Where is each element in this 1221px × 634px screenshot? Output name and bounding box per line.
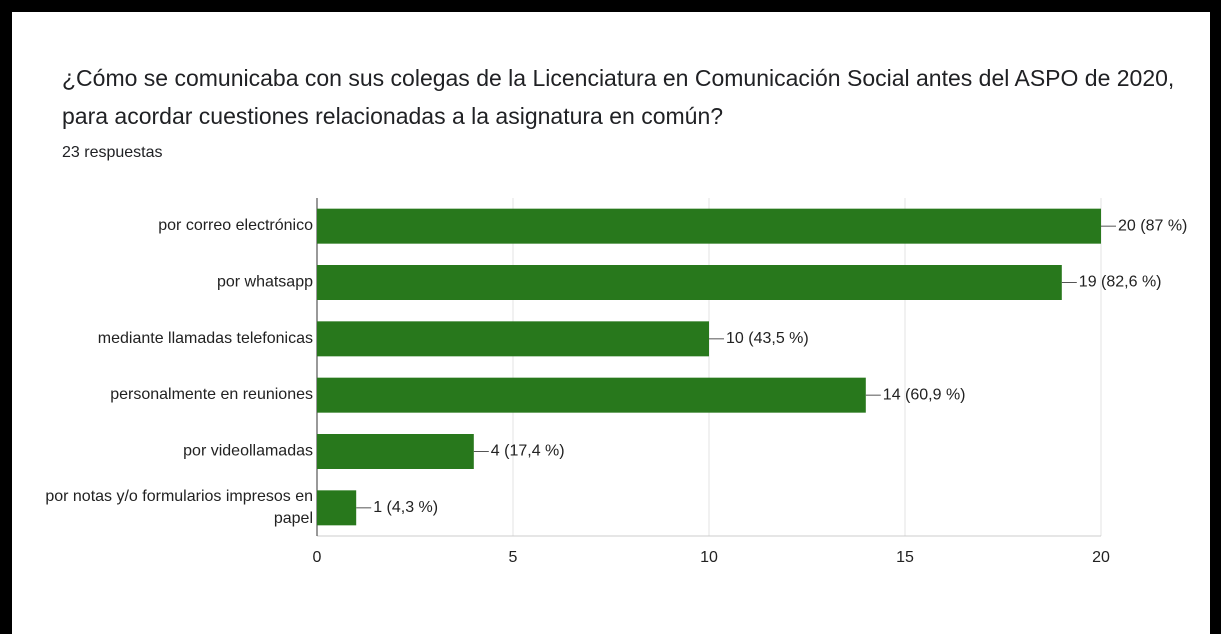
value-label: 14 (60,9 %) (883, 386, 966, 403)
bar (317, 434, 474, 469)
value-label: 1 (4,3 %) (373, 499, 438, 516)
value-label: 10 (43,5 %) (726, 330, 809, 347)
x-tick-label: 10 (700, 549, 718, 566)
y-tick-label: por correo electrónico (158, 217, 313, 234)
x-tick-label: 5 (509, 549, 518, 566)
x-tick-label: 0 (313, 549, 322, 566)
bar (317, 377, 866, 413)
bar (317, 490, 357, 526)
subtitle: 23 respuestas (62, 144, 163, 161)
bar (317, 265, 1062, 300)
y-tick-label: personalmente en reuniones (110, 386, 313, 403)
y-tick-label: por whatsapp (217, 274, 313, 291)
y-tick-label: por notas y/o formularios impresos en pap… (45, 488, 313, 527)
chart-title: ¿Cómo se comunicaba con sus colegas de l… (62, 65, 1174, 129)
y-tick-label: mediante llamadas telefonicas (98, 330, 313, 347)
y-tick-label: por videollamadas (183, 443, 313, 460)
x-tick-label: 15 (896, 549, 914, 566)
value-label: 19 (82,6 %) (1079, 274, 1162, 291)
bar (317, 208, 1101, 244)
value-label: 4 (17,4 %) (491, 443, 565, 460)
value-label: 20 (87 %) (1118, 217, 1187, 234)
bar (317, 321, 709, 357)
x-tick-label: 20 (1092, 549, 1110, 566)
